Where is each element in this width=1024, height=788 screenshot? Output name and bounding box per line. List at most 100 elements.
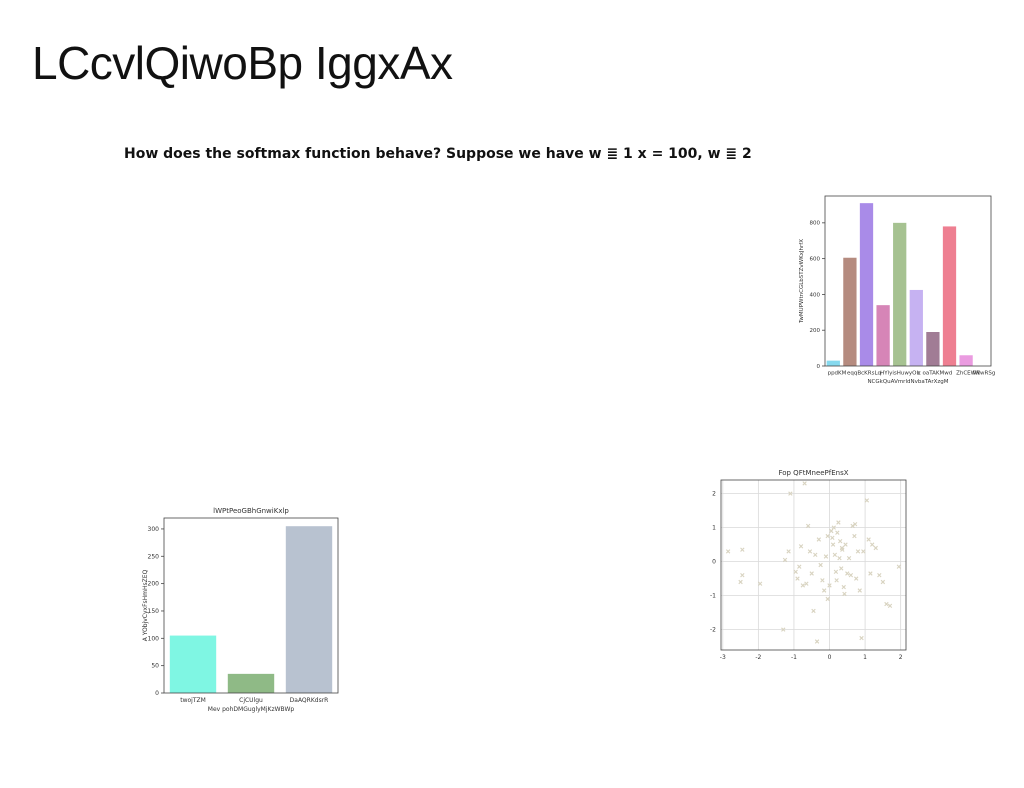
scatter-point-12 [798, 544, 804, 549]
x-tick-label: DaAQRKdsrR [290, 697, 329, 704]
x-tick-label: ZhCEWR [956, 371, 980, 377]
scatter-point-17 [807, 549, 813, 554]
y-axis-label: TwMUPWtnCGLbSTZvWKxJhrfX [799, 239, 805, 324]
scatter-point-9 [793, 569, 798, 574]
scatter-point-14 [802, 481, 807, 486]
scatter-point-7 [786, 549, 791, 554]
scatter-point-25 [821, 588, 827, 593]
x-tick-label: eqqBcKRsLq [847, 371, 881, 377]
bar-8 [959, 355, 973, 366]
scatter-point-63 [884, 601, 889, 607]
scatter-point-48 [850, 523, 855, 529]
y-tick-label: 800 [810, 221, 821, 227]
scatter-point-20 [813, 552, 818, 557]
scatter-point-15 [804, 581, 809, 586]
scatter-point-13 [800, 583, 806, 588]
x-tick-label: -3 [720, 654, 726, 661]
bar-7 [942, 226, 957, 366]
chart-bottom-left-bar: lWPtPeoGBhGnwiKxlp 0 50 100 150 200 250 300 twoj… [142, 507, 339, 713]
x-tick-label: HYlyisHuwyOb [880, 371, 920, 377]
scatter-point-46 [846, 556, 852, 561]
plot-frame [824, 195, 992, 367]
bar-1 [227, 673, 275, 693]
scatter-point-10 [795, 576, 800, 581]
scatter-point-62 [880, 579, 886, 585]
y-tick-label: 1 [712, 525, 716, 532]
question-text: How does the softmax function behave? Su… [124, 146, 752, 162]
scatter-point-16 [805, 523, 811, 529]
y-tick-label: 250 [148, 553, 160, 560]
bar-2 [859, 203, 874, 366]
x-tick-label: -2 [755, 654, 761, 661]
y-tick-label: 150 [148, 608, 160, 615]
bar-6 [926, 332, 940, 366]
x-tick-label: ppdKM [828, 371, 847, 377]
chart-title: Fop QFtMneePfEnsX [778, 469, 848, 477]
scatter-point-38 [837, 556, 842, 561]
bar-5 [909, 289, 923, 366]
bar-3 [876, 305, 890, 366]
x-axis-label: NCGkQuAVmrldNvbaTArXzgM [867, 379, 948, 385]
scatter-point-6 [782, 557, 788, 563]
y-tick-label: 50 [151, 663, 159, 670]
scatter-point-43 [842, 591, 847, 597]
x-tick-label: twojTZM [180, 697, 206, 704]
scatter-point-49 [852, 533, 857, 539]
scatter-point-21 [814, 639, 820, 644]
y-tick-label: 100 [148, 635, 160, 642]
y-tick-label: 0 [155, 690, 159, 697]
scatter-point-37 [836, 520, 841, 525]
y-tick-label: 200 [810, 328, 821, 334]
x-tick-label: 1 [863, 654, 867, 661]
scatter-point-60 [873, 545, 878, 551]
scatter-point-55 [861, 549, 866, 554]
scatter-point-28 [827, 583, 832, 588]
scatter-point-19 [811, 608, 816, 614]
scatter-point-40 [839, 566, 844, 571]
scatter-point-50 [852, 522, 858, 527]
scatter-point-8 [788, 491, 793, 496]
scatter-point-61 [877, 573, 882, 578]
scatter-point-44 [843, 542, 848, 547]
x-tick-label: -1 [791, 654, 797, 661]
bar-4 [893, 222, 907, 366]
y-tick-label: 200 [148, 581, 160, 588]
x-tick-label: 0 [828, 654, 832, 661]
scatter-point-39 [837, 539, 843, 544]
scatter-point-26 [823, 554, 829, 559]
scatter-point-66 [825, 533, 830, 539]
bar-0 [169, 635, 217, 693]
scatter-point-67 [839, 545, 845, 551]
scatter-point-0 [725, 549, 731, 554]
y-tick-label: -1 [710, 593, 716, 600]
scatter-point-35 [834, 578, 839, 583]
scatter-point-54 [859, 635, 864, 641]
x-tick-label: fWwRSg [973, 371, 996, 377]
scatter-point-64 [887, 603, 893, 608]
scatter-point-18 [809, 571, 814, 576]
x-tick-label: CjCUlgu [239, 697, 263, 704]
bar-1 [843, 257, 857, 366]
scatter-point-59 [870, 542, 875, 547]
x-tick-label: c oaTAKMwd [918, 371, 953, 377]
scatter-point-11 [797, 564, 802, 569]
scatter-point-57 [866, 537, 871, 542]
plot-frame [720, 479, 907, 651]
y-tick-label: 400 [810, 292, 821, 298]
scatter-point-58 [868, 571, 873, 576]
y-axis-label: A YObjvCyxFsHmHsZEQ [142, 569, 149, 641]
scatter-point-29 [829, 528, 834, 534]
scatter-point-51 [854, 576, 859, 581]
page-title: LCcvlQiwoBp IggxAx [32, 37, 453, 89]
scatter-point-42 [841, 584, 846, 590]
scatter-point-4 [757, 581, 763, 586]
scatter-point-23 [818, 562, 823, 568]
chart-title: lWPtPeoGBhGnwiKxlp [213, 507, 289, 515]
x-tick-label: 2 [899, 654, 903, 661]
y-tick-label: 0 [817, 364, 821, 370]
bar-0 [826, 360, 840, 366]
scatter-point-65 [896, 564, 902, 569]
scatter-point-24 [820, 578, 825, 583]
scatter-point-22 [816, 537, 822, 542]
scatter-point-45 [845, 571, 850, 576]
